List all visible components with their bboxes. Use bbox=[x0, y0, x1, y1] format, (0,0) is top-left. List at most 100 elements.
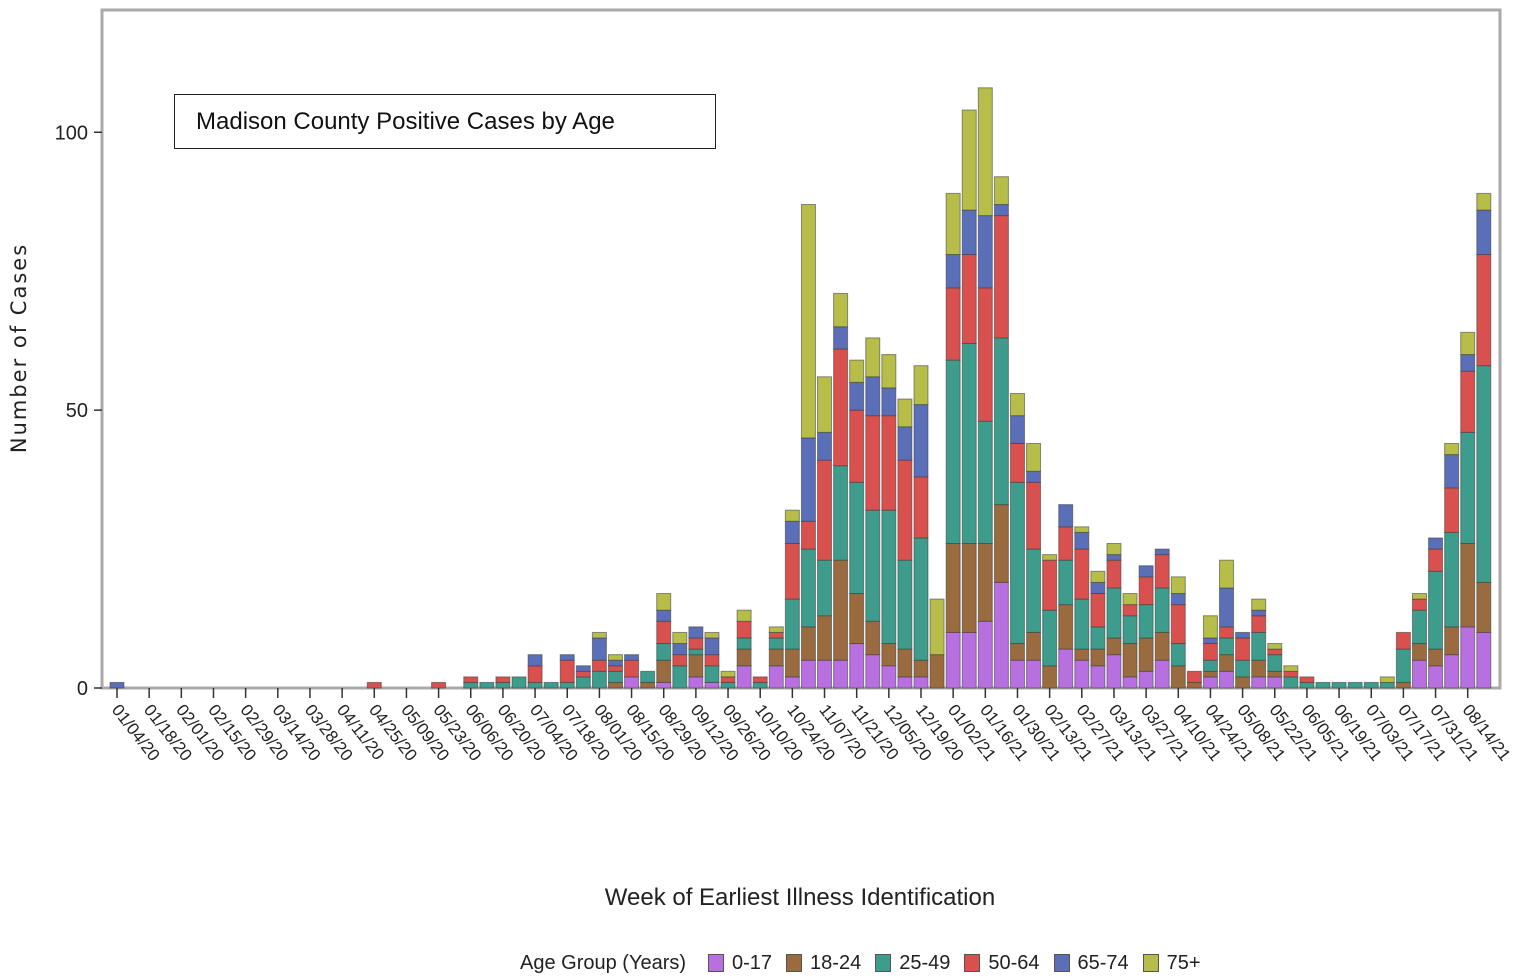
bar-segment-25-49 bbox=[914, 538, 928, 660]
bar-segment-25-49 bbox=[721, 682, 735, 688]
bar-segment-0-17 bbox=[1155, 660, 1169, 688]
bar-segment-0-17 bbox=[1107, 655, 1121, 688]
bar-segment-50-64 bbox=[673, 655, 687, 666]
bar-segment-18-24 bbox=[1461, 544, 1475, 627]
bar-segment-0-17 bbox=[882, 666, 896, 688]
bar-segment-25-49 bbox=[1396, 649, 1410, 682]
bar-segment-18-24 bbox=[1429, 649, 1443, 666]
bar-segment-50-64 bbox=[1252, 616, 1266, 633]
bar-segment-50-64 bbox=[1236, 638, 1250, 660]
bar-segment-75+ bbox=[673, 632, 687, 643]
bar-segment-75+ bbox=[737, 610, 751, 621]
bar-segment-0-17 bbox=[1445, 655, 1459, 688]
bar-segment-50-64 bbox=[850, 410, 864, 482]
bar-segment-65-74 bbox=[1445, 455, 1459, 488]
bar-segment-18-24 bbox=[866, 621, 880, 654]
bar-segment-25-49 bbox=[512, 677, 526, 688]
legend-swatch bbox=[1143, 954, 1159, 972]
bar-segment-50-64 bbox=[1123, 605, 1137, 616]
x-axis-title: Week of Earliest Illness Identification bbox=[605, 884, 995, 911]
legend-label: 25-49 bbox=[899, 952, 950, 975]
bar-segment-0-17 bbox=[818, 660, 832, 688]
bar-segment-75+ bbox=[834, 293, 848, 326]
bar-segment-50-64 bbox=[1010, 443, 1024, 482]
y-tick-label: 100 bbox=[55, 122, 88, 144]
bar-segment-25-49 bbox=[1332, 682, 1346, 688]
bar-segment-25-49 bbox=[1252, 632, 1266, 660]
bar-segment-0-17 bbox=[625, 677, 639, 688]
bar-segment-25-49 bbox=[866, 510, 880, 621]
bar-segment-0-17 bbox=[850, 644, 864, 688]
bar-segment-50-64 bbox=[705, 655, 719, 666]
bar-segment-65-74 bbox=[1107, 555, 1121, 561]
bar-segment-25-49 bbox=[1220, 638, 1234, 655]
x-axis: 01/04/2001/18/2002/01/2002/15/2002/29/20… bbox=[108, 688, 1514, 765]
bar-segment-50-64 bbox=[1284, 671, 1298, 677]
bar-segment-18-24 bbox=[946, 544, 960, 633]
y-tick-label: 0 bbox=[77, 678, 88, 700]
bar-segment-25-49 bbox=[737, 638, 751, 649]
bar-segment-75+ bbox=[1268, 644, 1282, 650]
bar-segment-65-74 bbox=[576, 666, 590, 672]
bar-segment-25-49 bbox=[1107, 588, 1121, 638]
bar-segment-18-24 bbox=[898, 649, 912, 677]
bar-segment-25-49 bbox=[850, 482, 864, 593]
bar-segment-18-24 bbox=[657, 660, 671, 682]
bar-segment-0-17 bbox=[1268, 677, 1282, 688]
bar-segment-0-17 bbox=[946, 632, 960, 688]
bar-segment-50-64 bbox=[1155, 555, 1169, 588]
bar-segment-18-24 bbox=[1027, 632, 1041, 660]
bar-segment-18-24 bbox=[608, 682, 622, 688]
bar-segment-75+ bbox=[866, 338, 880, 377]
legend-items: 0-17 18-24 25-49 50-64 65-74 75+ bbox=[708, 952, 1215, 975]
bar-segment-50-64 bbox=[608, 666, 622, 672]
y-tick-label: 50 bbox=[66, 400, 88, 422]
legend-label: 50-64 bbox=[988, 952, 1039, 975]
bar-segment-18-24 bbox=[834, 560, 848, 660]
bar-segment-75+ bbox=[1203, 616, 1217, 638]
bar-segment-25-49 bbox=[464, 682, 478, 688]
bar-segment-65-74 bbox=[801, 438, 815, 521]
bar-segment-65-74 bbox=[1155, 549, 1169, 555]
bar-segment-50-64 bbox=[576, 671, 590, 677]
bar-segment-18-24 bbox=[1075, 649, 1089, 660]
bar-segment-75+ bbox=[1461, 332, 1475, 354]
bar-segment-65-74 bbox=[1075, 532, 1089, 549]
bar-segment-0-17 bbox=[834, 660, 848, 688]
bar-segment-18-24 bbox=[1091, 649, 1105, 666]
bar-segment-0-17 bbox=[866, 655, 880, 688]
bar-segment-65-74 bbox=[1010, 416, 1024, 444]
bar-segment-18-24 bbox=[1236, 677, 1250, 688]
bar-segment-25-49 bbox=[1348, 682, 1362, 688]
bar-segment-50-64 bbox=[432, 682, 446, 688]
bar-segment-18-24 bbox=[1412, 644, 1426, 661]
bar-segment-25-49 bbox=[1300, 682, 1314, 688]
bar-segment-25-49 bbox=[898, 560, 912, 649]
y-axis-title: Number of Cases bbox=[7, 243, 31, 453]
bar-segment-18-24 bbox=[1220, 655, 1234, 672]
bar-segment-50-64 bbox=[1139, 577, 1153, 605]
bar-segment-0-17 bbox=[689, 677, 703, 688]
bar-segment-0-17 bbox=[769, 666, 783, 688]
bar-segment-18-24 bbox=[1123, 644, 1137, 677]
bar-segment-25-49 bbox=[1043, 610, 1057, 666]
bar-segment-65-74 bbox=[625, 655, 639, 661]
bar-segment-25-49 bbox=[1316, 682, 1330, 688]
bar-segment-75+ bbox=[592, 632, 606, 638]
bar-segment-75+ bbox=[1445, 443, 1459, 454]
bar-segment-75+ bbox=[850, 360, 864, 382]
bar-segment-75+ bbox=[1091, 571, 1105, 582]
bar-segment-75+ bbox=[1220, 560, 1234, 588]
bar-segment-50-64 bbox=[898, 460, 912, 560]
bar-segment-65-74 bbox=[994, 205, 1008, 216]
bar-segment-50-64 bbox=[946, 288, 960, 360]
bar-segment-18-24 bbox=[1477, 582, 1491, 632]
bar-segment-18-24 bbox=[1445, 627, 1459, 655]
bar-segment-25-49 bbox=[1171, 644, 1185, 666]
bar-segment-25-49 bbox=[962, 343, 976, 543]
bar-segment-65-74 bbox=[1027, 471, 1041, 482]
bar-segment-50-64 bbox=[1075, 549, 1089, 599]
bar-segment-18-24 bbox=[641, 682, 655, 688]
bar-segment-25-49 bbox=[1075, 599, 1089, 649]
bar-segment-0-17 bbox=[1412, 660, 1426, 688]
